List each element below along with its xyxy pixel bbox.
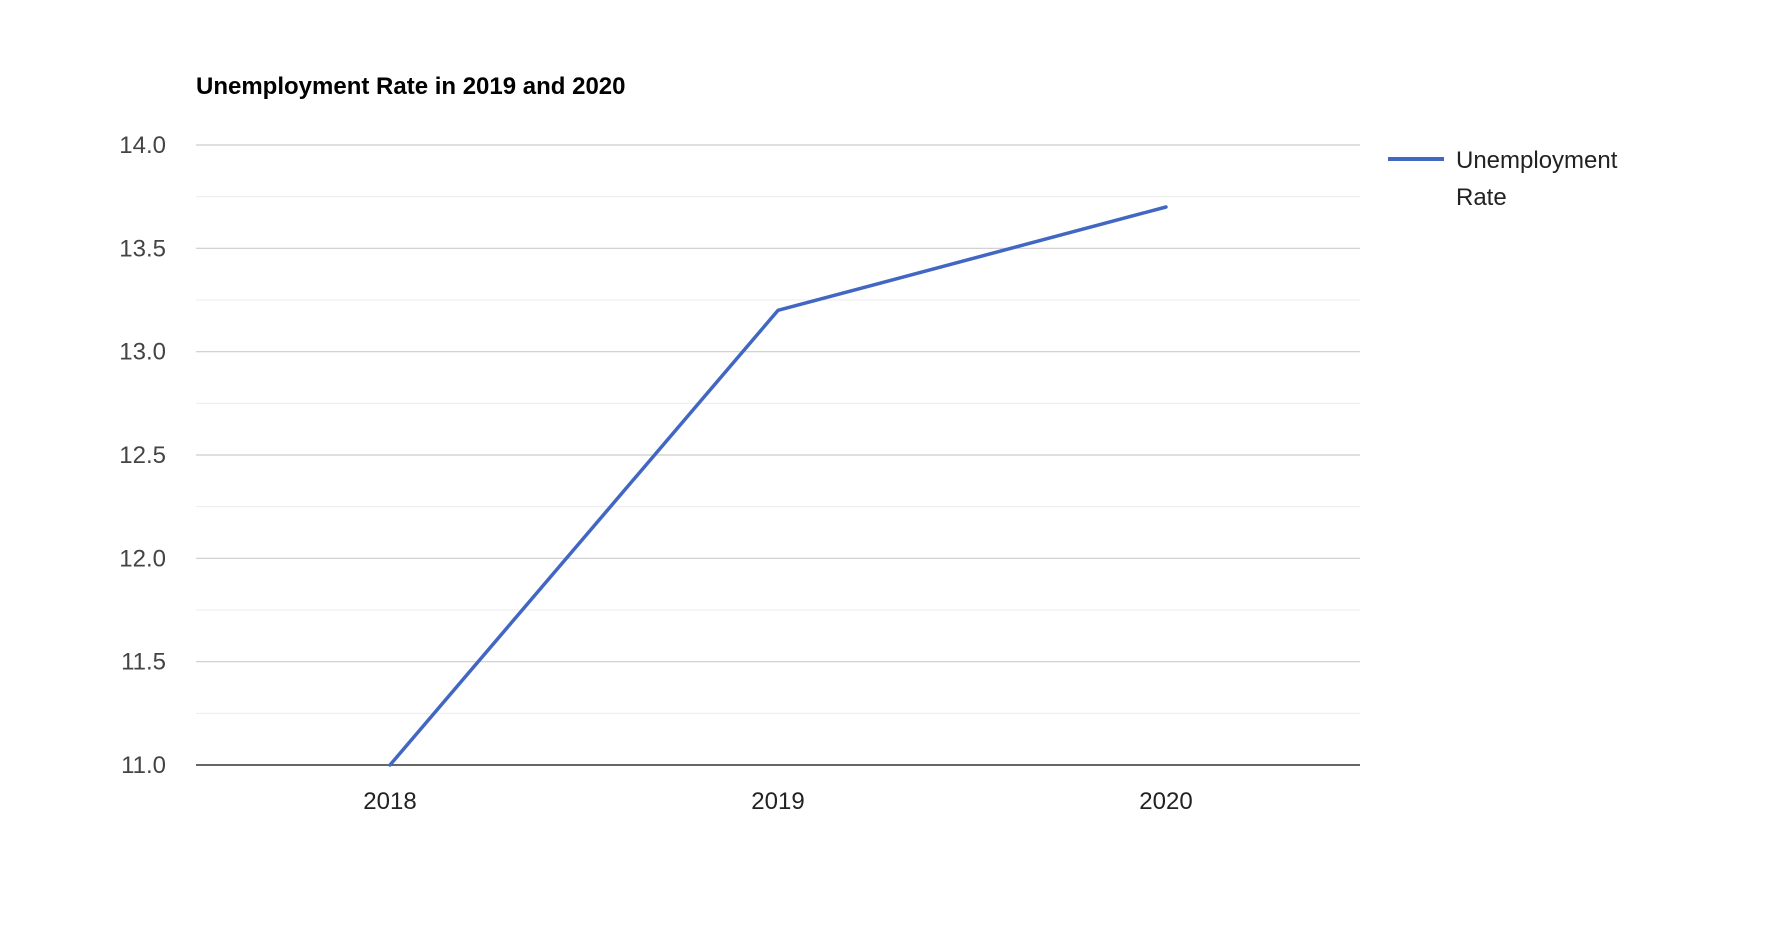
series-layer [388,205,1168,767]
legend: Unemployment Rate [1388,147,1618,211]
legend-label-line-1: Unemployment [1456,147,1618,174]
x-tick-label: 2020 [1139,788,1192,815]
legend-label-line-2: Rate [1456,184,1507,211]
chart-title: Unemployment Rate in 2019 and 2020 [196,73,626,100]
y-tick-label: 12.0 [119,545,166,572]
x-axis-ticks: 2018 2019 2020 [363,788,1192,815]
y-tick-label: 13.5 [119,235,166,262]
gridlines [196,144,1360,766]
y-tick-label: 12.5 [119,442,166,469]
y-tick-label: 11.0 [121,752,166,779]
y-axis-ticks: 11.0 11.5 12.0 12.5 13.0 13.5 14.0 [119,132,166,779]
x-tick-label: 2019 [751,788,804,815]
y-tick-label: 14.0 [119,132,166,159]
x-tick-label: 2018 [363,788,416,815]
y-tick-label: 11.5 [121,649,166,676]
series-line [388,205,1168,767]
y-tick-label: 13.0 [119,339,166,366]
